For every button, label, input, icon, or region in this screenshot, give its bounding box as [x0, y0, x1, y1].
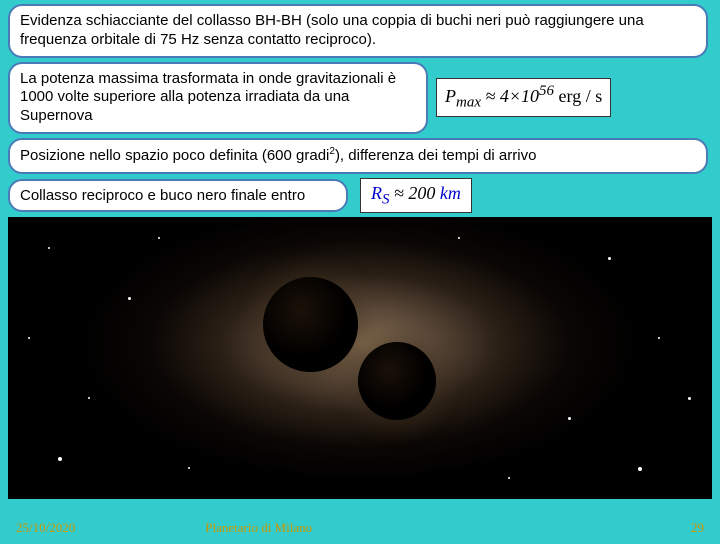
collapse-text: Collasso reciproco e buco nero finale en… [20, 187, 305, 204]
star [188, 467, 190, 469]
power-row: La potenza massima trasformata in onde g… [8, 62, 712, 134]
black-hole-1 [263, 277, 358, 372]
star [638, 467, 642, 471]
rs-rhs: ≈ 200 [390, 183, 440, 203]
pmax-unit: erg / s [554, 86, 602, 106]
collapse-box: Collasso reciproco e buco nero finale en… [8, 179, 348, 212]
position-post: ), differenza dei tempi di arrivo [335, 147, 536, 164]
collapse-row: Collasso reciproco e buco nero finale en… [8, 178, 712, 214]
pmax-exp: 56 [539, 83, 554, 99]
star [48, 247, 50, 249]
black-hole-2 [358, 342, 436, 420]
rs-sub: S [382, 191, 390, 207]
pmax-sub: max [456, 95, 481, 111]
footer-venue: Planetario di Milano [205, 520, 312, 536]
evidence-text: Evidenza schiacciante del collasso BH-BH… [20, 12, 644, 48]
rs-var: R [371, 183, 382, 203]
star [508, 477, 510, 479]
footer: 25/10/2020 Planetario di Milano 29 [0, 520, 720, 536]
rs-unit: km [440, 183, 461, 203]
star [128, 297, 131, 300]
power-box: La potenza massima trasformata in onde g… [8, 62, 428, 134]
star [658, 337, 660, 339]
footer-page: 29 [691, 520, 704, 536]
star [608, 257, 611, 260]
pmax-formula: Pmax ≈ 4×1056 erg / s [436, 78, 611, 117]
star [688, 397, 691, 400]
star [158, 237, 160, 239]
star [28, 337, 30, 339]
position-box: Posizione nello spazio poco definita (60… [8, 138, 708, 174]
star [58, 457, 62, 461]
bh-merger-image [8, 217, 712, 499]
rs-formula: RS ≈ 200 km [360, 178, 472, 214]
power-text: La potenza massima trasformata in onde g… [20, 70, 396, 125]
footer-date: 25/10/2020 [16, 520, 75, 536]
star [568, 417, 571, 420]
star [458, 237, 460, 239]
pmax-lhs: P [445, 86, 456, 106]
pmax-approx: ≈ 4×10 [481, 86, 539, 106]
position-pre: Posizione nello spazio poco definita (60… [20, 147, 329, 164]
evidence-box: Evidenza schiacciante del collasso BH-BH… [8, 4, 708, 58]
star [88, 397, 90, 399]
